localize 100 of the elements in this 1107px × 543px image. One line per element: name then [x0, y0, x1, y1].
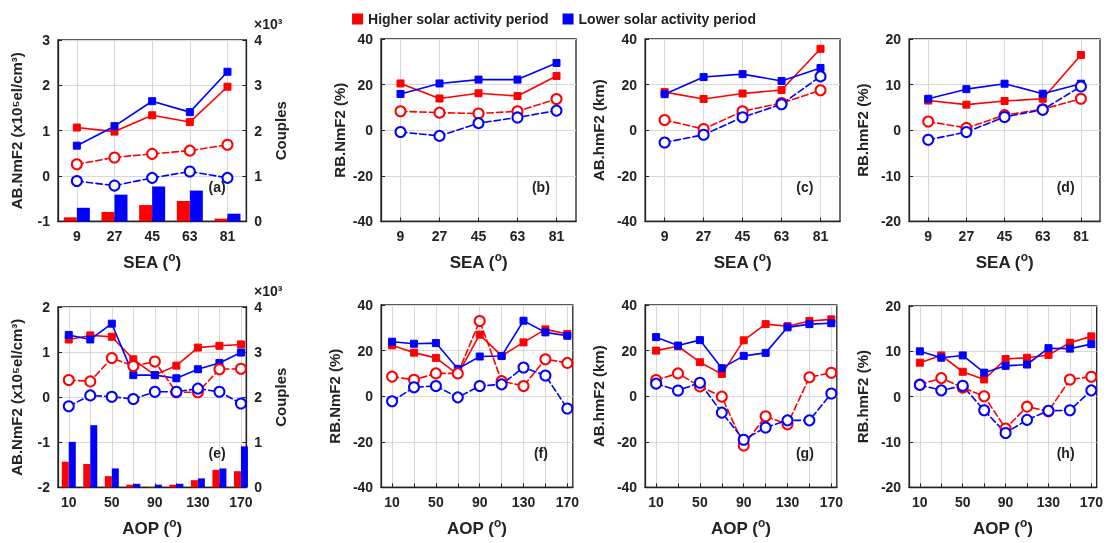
x-tick-label: 10	[384, 494, 401, 511]
y-tick-label: -20	[352, 433, 374, 450]
y-tick-label: -2	[37, 479, 51, 496]
y-tick-label: 20	[885, 31, 902, 47]
y-axis-title: RB.NmF2 (%)	[326, 348, 343, 444]
y-tick-label: -40	[616, 213, 638, 230]
y2-tick-label: 4	[254, 32, 263, 48]
x-tick-label: 27	[431, 228, 448, 245]
x-tick-label: 81	[812, 228, 829, 245]
annotation: (e)	[208, 445, 226, 462]
y-tick-label: -40	[352, 213, 374, 230]
x-tick-label: 81	[548, 228, 565, 245]
y-tick-label: 20	[357, 76, 374, 93]
x-tick-label: 9	[660, 228, 669, 245]
y2-axis-title: Couples	[272, 101, 289, 161]
y-axis-title: AB.hmF2 (km)	[590, 345, 607, 448]
annotation: (b)	[531, 179, 550, 195]
x-tick-label: 81	[1073, 228, 1089, 245]
x-tick-label: 45	[144, 228, 161, 245]
y2-tick-label: 3	[254, 77, 263, 94]
y-axis-title: AB.hmF2 (km)	[590, 79, 607, 182]
text: ×10³	[254, 16, 283, 32]
y-tick-label: 3	[42, 32, 51, 48]
y-tick-label: -20	[880, 213, 902, 230]
annotation: (a)	[208, 179, 226, 196]
x-tick-label: 45	[470, 228, 487, 245]
x-tick-label: 90	[147, 494, 163, 511]
y2-tick-label: 4	[254, 299, 263, 315]
y-tick-label: 1	[42, 122, 51, 139]
y-axis-title: AB.NmF2 (x10⁵el/cm³)	[8, 52, 25, 210]
y-tick-label: -20	[616, 167, 638, 184]
x-tick-label: 10	[60, 494, 77, 511]
x-tick-label: 27	[106, 228, 123, 245]
y-tick-label: -20	[616, 433, 638, 450]
x-tick-label: 50	[954, 494, 971, 511]
y-tick-label: 0	[42, 168, 51, 185]
y-tick-label: -40	[352, 479, 374, 496]
y-tick-label: 0	[629, 122, 638, 139]
y-axis-title: RB.hmF2 (%)	[854, 83, 871, 177]
annotation: (g)	[795, 445, 814, 461]
y-tick-label: 0	[42, 389, 51, 406]
x-tick-label: 130	[186, 494, 210, 511]
x-tick-label: 170	[1079, 494, 1104, 511]
y2-tick-label: 3	[254, 344, 263, 361]
x-tick-label: 27	[958, 228, 975, 245]
y-tick-label: -1	[37, 434, 51, 451]
text: ×10³	[254, 283, 283, 299]
y-tick-label: -10	[880, 167, 902, 184]
x-tick-label: 170	[819, 494, 844, 511]
x-tick-label: 45	[996, 228, 1013, 245]
x-tick-label: 90	[997, 494, 1014, 511]
y-tick-label: 0	[365, 388, 374, 405]
x-tick-label: 9	[396, 228, 405, 245]
x-tick-label: 9	[924, 228, 933, 245]
y-tick-label: 40	[357, 31, 374, 47]
legend-label: Lower solar activity period	[578, 11, 756, 27]
x-tick-label: 63	[509, 228, 526, 245]
y-tick-label: 40	[621, 297, 638, 313]
x-tick-label: 63	[1034, 228, 1051, 245]
x-tick-label: 50	[428, 494, 444, 511]
annotation: (c)	[796, 179, 814, 195]
y2-tick-label: 1	[254, 434, 263, 451]
y-tick-label: 10	[885, 76, 902, 93]
y2-tick-label: 2	[254, 122, 263, 139]
x-tick-label: 130	[1036, 494, 1061, 511]
x-tick-label: 90	[471, 494, 488, 511]
y-tick-label: -40	[616, 479, 638, 496]
annotation: (f)	[533, 445, 548, 461]
annotation: (h)	[1056, 445, 1075, 462]
x-tick-label: 130	[511, 494, 536, 511]
x-tick-label: 50	[104, 494, 120, 511]
y-tick-label: 40	[357, 297, 374, 313]
x-tick-label: 130	[775, 494, 800, 511]
y-tick-label: -20	[880, 479, 902, 496]
x-tick-label: 10	[648, 494, 665, 511]
y2-tick-label: 0	[254, 479, 263, 496]
x-tick-label: 81	[219, 228, 236, 245]
y2-axis-title: Couples	[272, 367, 289, 427]
y-tick-label: 0	[629, 388, 638, 405]
x-tick-label: 170	[229, 494, 253, 511]
y2-tick-label: 1	[254, 168, 263, 185]
y-tick-label: 0	[365, 122, 374, 139]
y2-tick-label: 2	[254, 389, 263, 406]
y-tick-label: -10	[880, 434, 902, 451]
x-tick-label: 9	[72, 228, 81, 245]
x-tick-label: 63	[182, 228, 198, 245]
y-tick-label: 20	[621, 342, 638, 359]
y-tick-label: -20	[352, 167, 374, 184]
y-tick-label: 20	[621, 76, 638, 93]
y-tick-label: 0	[893, 122, 902, 139]
x-tick-label: 27	[695, 228, 712, 245]
x-tick-label: 90	[735, 494, 752, 511]
x-tick-label: 45	[734, 228, 751, 245]
x-tick-label: 50	[692, 494, 708, 511]
y-tick-label: 10	[885, 343, 902, 360]
y-tick-label: 2	[42, 299, 51, 315]
y-tick-label: 2	[42, 77, 51, 94]
x-tick-label: 10	[912, 494, 928, 511]
y-axis-title: AB.NmF2 (x10⁵el/cm³)	[8, 318, 25, 476]
annotation: (d)	[1056, 179, 1075, 195]
